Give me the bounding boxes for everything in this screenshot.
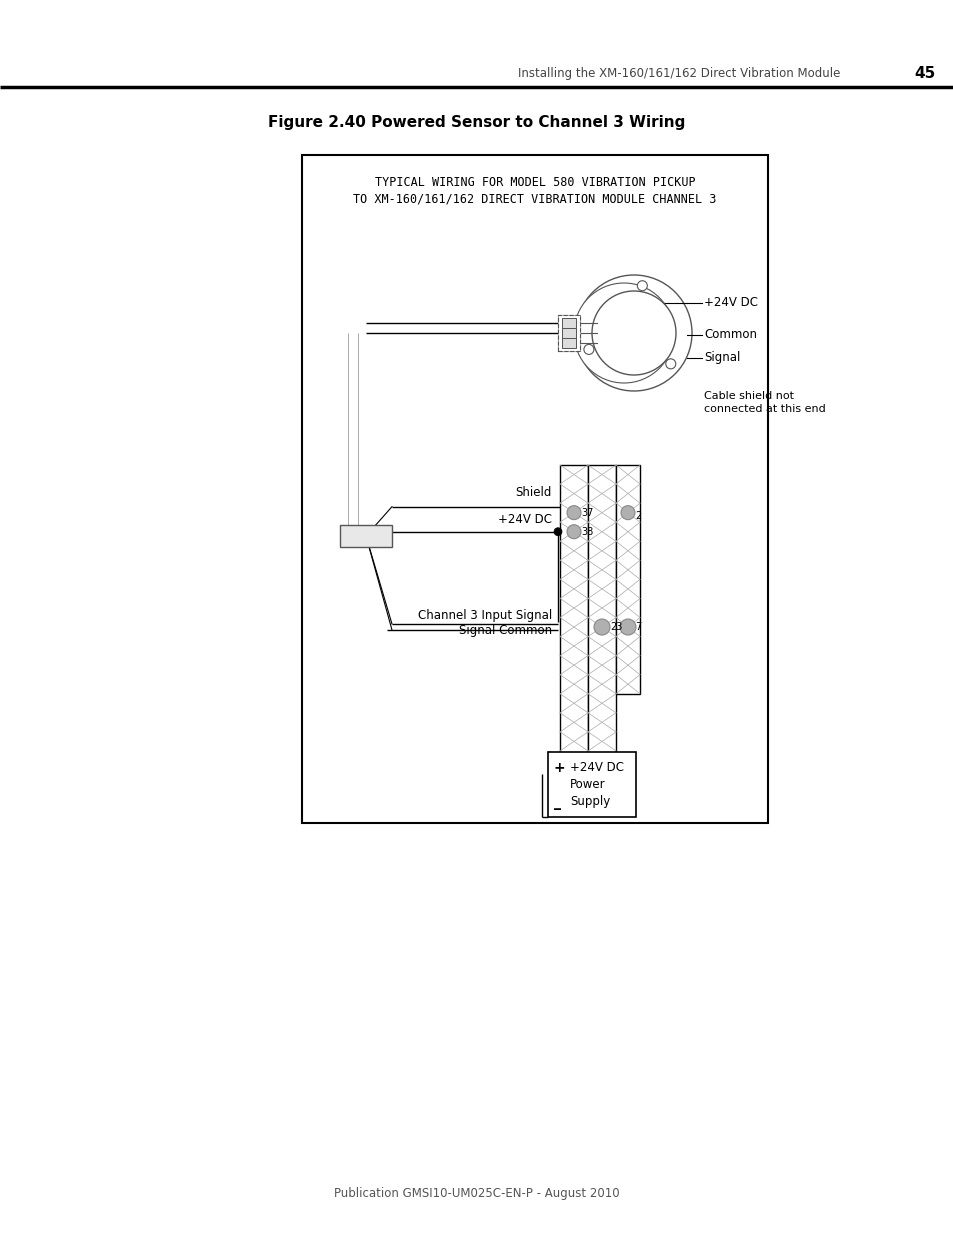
Text: 23: 23 [609,622,621,632]
Text: Common: Common [703,329,757,342]
Text: Installing the XM-160/161/162 Direct Vibration Module: Installing the XM-160/161/162 Direct Vib… [517,67,840,79]
Circle shape [566,505,580,520]
Text: 37: 37 [580,508,593,517]
Text: Channel 3 Input Signal: Channel 3 Input Signal [417,609,552,621]
Text: Signal Common: Signal Common [458,624,552,636]
Bar [559,466,587,769]
Circle shape [566,525,580,538]
Text: +24V DC: +24V DC [703,296,758,310]
Circle shape [665,359,675,369]
Bar [587,466,616,769]
Text: 38: 38 [580,526,593,537]
Text: Shield: Shield [515,487,552,499]
Circle shape [637,280,647,290]
Text: Publication GMSI10-UM025C-EN-P - August 2010: Publication GMSI10-UM025C-EN-P - August … [334,1187,619,1199]
Text: Figure 2.40 Powered Sensor to Channel 3 Wiring: Figure 2.40 Powered Sensor to Channel 3 … [268,116,685,131]
Text: TO XM-160/161/162 DIRECT VIBRATION MODULE CHANNEL 3: TO XM-160/161/162 DIRECT VIBRATION MODUL… [353,193,716,205]
Bar [368,333,381,530]
Bar [558,315,579,351]
Bar [561,338,576,348]
Circle shape [583,345,594,354]
Text: Cable shield not
connected at this end: Cable shield not connected at this end [703,391,825,414]
Text: TYPICAL WIRING FOR MODEL 580 VIBRATION PICKUP: TYPICAL WIRING FOR MODEL 580 VIBRATION P… [375,177,695,189]
Circle shape [576,275,691,391]
Bar [558,315,579,351]
Bar [339,333,366,535]
Text: +24V DC
Power
Supply: +24V DC Power Supply [569,761,623,808]
Circle shape [620,505,635,520]
Text: +24V DC: +24V DC [497,514,552,526]
Bar [339,525,392,547]
Bar [561,329,576,338]
Bar [302,156,767,823]
Circle shape [592,291,676,375]
Text: _: _ [554,797,560,810]
Bar [616,466,639,694]
Text: Signal: Signal [703,352,740,364]
Text: +: + [554,761,565,776]
Bar [547,752,636,818]
Text: 2: 2 [635,510,640,521]
Text: 7: 7 [635,622,640,632]
Circle shape [554,527,561,536]
Bar [561,317,576,329]
Circle shape [594,619,609,635]
Text: 45: 45 [914,65,935,80]
Circle shape [619,619,636,635]
Circle shape [574,283,673,383]
